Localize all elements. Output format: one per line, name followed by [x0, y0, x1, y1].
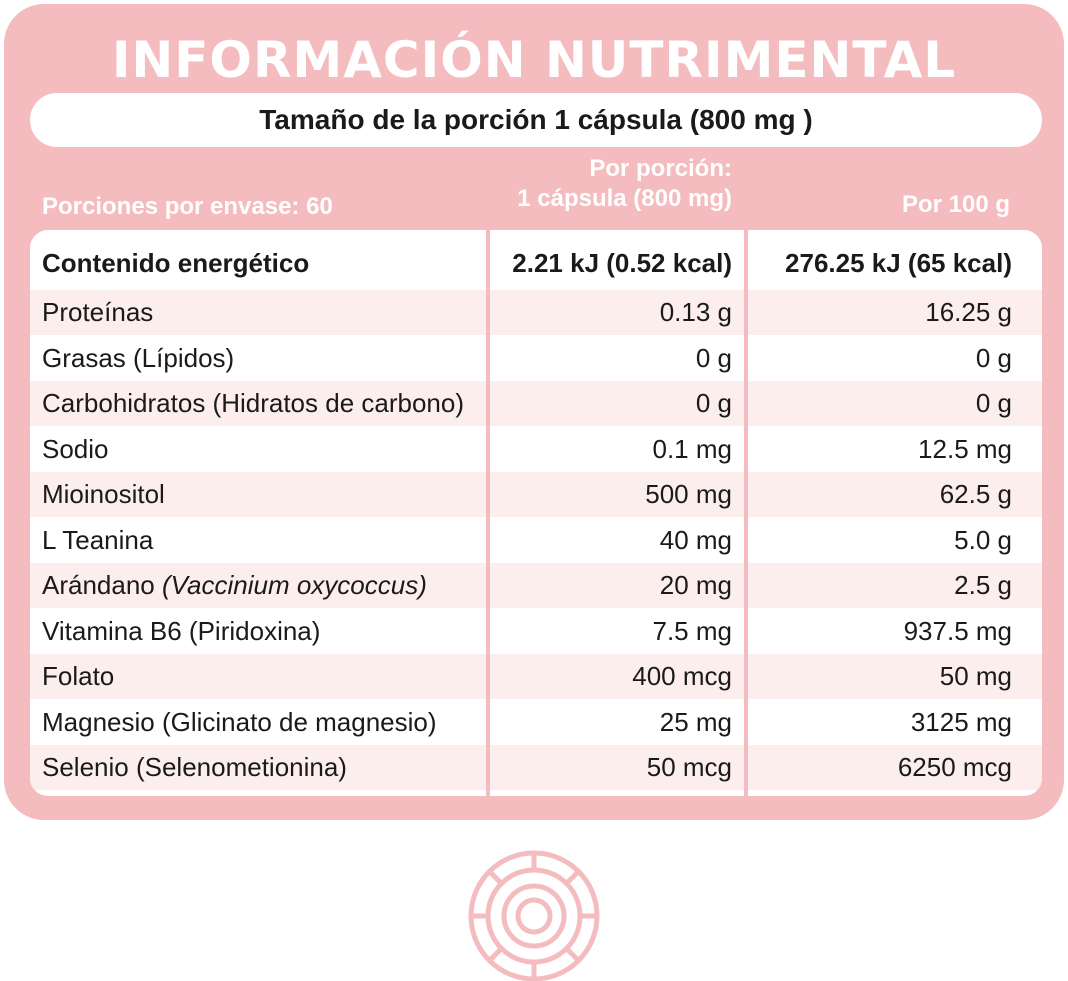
column-divider	[744, 230, 748, 796]
per-serving-header-line1: Por porción:	[589, 155, 732, 182]
per-100g-value: 937.5 mg	[903, 615, 1012, 646]
per-100g-value: 50 mg	[939, 661, 1012, 691]
per-100g-value: 3125 mg	[910, 706, 1012, 737]
per-serving-value: 50 mcg	[646, 752, 732, 782]
per-serving-value: 7.5 mg	[652, 615, 733, 646]
per-100g-value: 2.5 g	[954, 570, 1012, 600]
nutrient-name: Mioinositol	[42, 472, 165, 517]
nutrient-label: Proteínas	[42, 297, 154, 327]
per-100g-value: 12.5 mg	[918, 433, 1012, 464]
nutrient-name: Magnesio (Glicinato de magnesio)	[42, 700, 437, 745]
per-serving-value: 0.13 g	[659, 297, 732, 327]
per-100g-value: 16.25 g	[925, 297, 1012, 327]
table-row: Proteínas 0.13 g 16.25 g	[30, 290, 1042, 335]
table-row: Arándano (Vaccinium oxycoccus) 20 mg 2.5 g	[30, 563, 1042, 608]
per-serving-value: 40 mg	[659, 524, 732, 555]
per-serving-value: 0.1 mg	[652, 433, 733, 464]
scientific-name: (Vaccinium oxycoccus)	[161, 570, 427, 600]
nutrient-label: Arándano	[42, 570, 162, 600]
nutrient-label: Grasas (Lípidos)	[42, 342, 235, 373]
per-serving-value: 20 mg	[659, 570, 732, 600]
nutrient-label: Selenio (Selenometionina)	[42, 752, 347, 782]
per-serving-value: 0 g	[695, 342, 732, 373]
per-serving-header-line2: 1 cápsula (800 mg)	[517, 185, 732, 212]
per-serving-value: 2.21 kJ (0.52 kcal)	[512, 248, 732, 278]
nutrient-name: Arándano (Vaccinium oxycoccus)	[42, 563, 427, 608]
servings-per-container: Porciones por envase: 60	[42, 193, 333, 220]
per-100g-value: 0 g	[975, 342, 1012, 373]
per-100g-value: 0 g	[975, 388, 1012, 418]
table-row: Vitamina B6 (Piridoxina) 7.5 mg 937.5 mg	[30, 609, 1042, 654]
table-row: Carbohidratos (Hidratos de carbono) 0 g 0 …	[30, 381, 1042, 426]
circular-emblem-icon	[468, 850, 600, 981]
nutrient-label: Contenido energético	[42, 248, 310, 278]
nutrition-panel: INFORMACIÓN NUTRIMENTAL Tamaño de la por…	[4, 4, 1064, 820]
nutrient-name: Proteínas	[42, 290, 153, 335]
nutrition-table: Contenido energético 2.21 kJ (0.52 kcal) 2…	[30, 230, 1042, 796]
nutrient-label: Folato	[42, 661, 115, 691]
table-row-energy: Contenido energético 2.21 kJ (0.52 kcal) 2…	[30, 230, 1042, 290]
per-serving-value: 0 g	[695, 388, 732, 418]
nutrient-name: Carbohidratos (Hidratos de carbono)	[42, 381, 464, 426]
page-title: INFORMACIÓN NUTRIMENTAL	[111, 31, 957, 89]
table-row: L Teanina 40 mg 5.0 g	[30, 518, 1042, 563]
nutrient-name: Grasas (Lípidos)	[42, 336, 234, 381]
per-100g-value: 276.25 kJ (65 kcal)	[785, 248, 1012, 278]
nutrient-name: Selenio (Selenometionina)	[42, 745, 347, 790]
nutrient-label: Sodio	[42, 433, 109, 464]
nutrient-name: Folato	[42, 654, 114, 699]
table-row: Mioinositol 500 mg 62.5 g	[30, 472, 1042, 517]
nutrient-name: Contenido energético	[42, 230, 309, 290]
nutrient-label: Carbohidratos (Hidratos de carbono)	[42, 388, 464, 418]
per-serving-header: Por porción: 1 cápsula (800 mg)	[482, 154, 732, 214]
per-serving-value: 400 mcg	[632, 661, 732, 691]
nutrient-name: L Teanina	[42, 518, 153, 563]
per-100g-value: 5.0 g	[954, 524, 1012, 555]
nutrient-label: L Teanina	[42, 524, 154, 555]
per-100g-value: 62.5 g	[939, 479, 1012, 509]
column-divider	[486, 230, 490, 796]
nutrient-name: Sodio	[42, 427, 109, 472]
per-serving-value: 25 mg	[659, 706, 732, 737]
per-100g-header: Por 100 g	[901, 191, 1010, 218]
table-row: Folato 400 mcg 50 mg	[30, 654, 1042, 699]
nutrient-label: Vitamina B6 (Piridoxina)	[42, 615, 321, 646]
per-serving-value: 500 mg	[645, 479, 732, 509]
serving-size: Tamaño de la porción 1 cápsula (800 mg )	[30, 93, 1042, 147]
nutrient-label: Mioinositol	[42, 479, 165, 509]
nutrient-label: Magnesio (Glicinato de magnesio)	[42, 706, 437, 737]
table-row: Selenio (Selenometionina) 50 mcg 6250 mcg	[30, 745, 1042, 790]
table-row: Sodio 0.1 mg 12.5 mg	[30, 427, 1042, 472]
table-row: Grasas (Lípidos) 0 g 0 g	[30, 336, 1042, 381]
nutrient-name: Vitamina B6 (Piridoxina)	[42, 609, 320, 654]
per-100g-value: 6250 mcg	[897, 752, 1012, 782]
table-row: Magnesio (Glicinato de magnesio) 25 mg 312…	[30, 700, 1042, 745]
